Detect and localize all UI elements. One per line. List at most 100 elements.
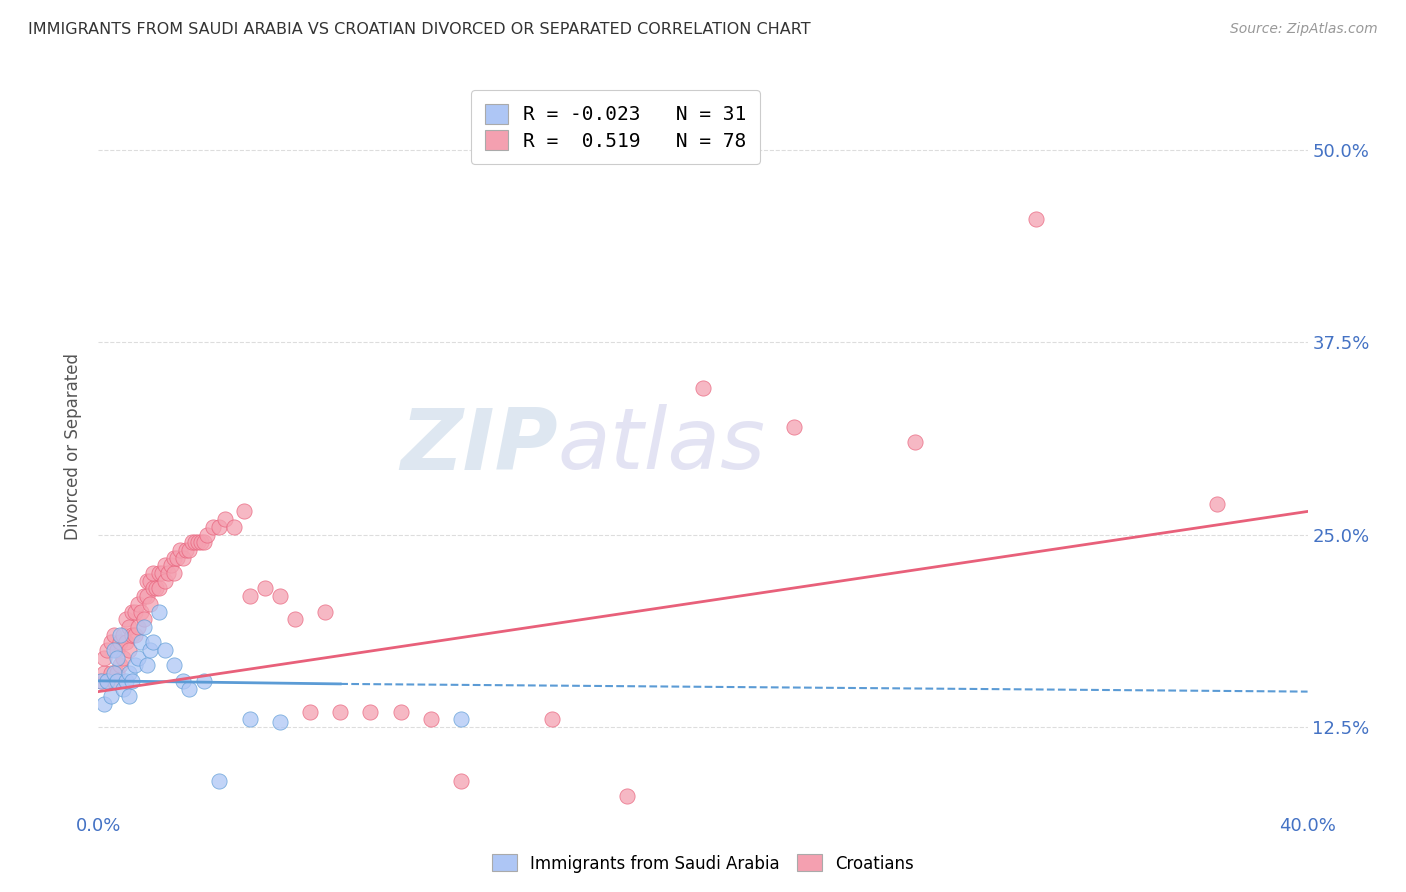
- Point: [124, 605, 146, 619]
- Point: [153, 558, 176, 573]
- Point: [96, 673, 118, 688]
- Point: [904, 435, 927, 450]
- Legend: Immigrants from Saudi Arabia, Croatians: Immigrants from Saudi Arabia, Croatians: [485, 847, 921, 880]
- Point: [139, 574, 162, 588]
- Point: [269, 589, 291, 603]
- Point: [187, 535, 209, 549]
- Point: [314, 605, 336, 619]
- Point: [166, 550, 188, 565]
- Point: [148, 566, 170, 580]
- Point: [389, 705, 412, 719]
- Point: [142, 635, 165, 649]
- Point: [105, 673, 128, 688]
- Point: [96, 643, 118, 657]
- Point: [111, 650, 134, 665]
- Point: [1024, 211, 1046, 226]
- Point: [111, 681, 134, 696]
- Text: IMMIGRANTS FROM SAUDI ARABIA VS CROATIAN DIVORCED OR SEPARATED CORRELATION CHART: IMMIGRANTS FROM SAUDI ARABIA VS CROATIAN…: [28, 22, 811, 37]
- Point: [179, 681, 201, 696]
- Point: [132, 620, 155, 634]
- Point: [118, 620, 141, 634]
- Point: [114, 612, 136, 626]
- Point: [172, 550, 194, 565]
- Point: [193, 535, 215, 549]
- Point: [208, 773, 231, 788]
- Point: [135, 658, 157, 673]
- Point: [139, 597, 162, 611]
- Point: [90, 673, 112, 688]
- Point: [253, 582, 276, 596]
- Text: Source: ZipAtlas.com: Source: ZipAtlas.com: [1230, 22, 1378, 37]
- Point: [148, 582, 170, 596]
- Point: [100, 666, 122, 681]
- Point: [118, 643, 141, 657]
- Point: [100, 635, 122, 649]
- Point: [121, 627, 143, 641]
- Point: [193, 673, 215, 688]
- Point: [224, 520, 246, 534]
- Point: [105, 643, 128, 657]
- Point: [150, 566, 173, 580]
- Point: [121, 605, 143, 619]
- Point: [121, 673, 143, 688]
- Point: [420, 712, 443, 726]
- Point: [108, 658, 131, 673]
- Point: [135, 589, 157, 603]
- Point: [329, 705, 352, 719]
- Point: [208, 520, 231, 534]
- Point: [129, 605, 152, 619]
- Y-axis label: Divorced or Separated: Divorced or Separated: [65, 352, 83, 540]
- Point: [93, 650, 115, 665]
- Point: [169, 543, 191, 558]
- Point: [100, 690, 122, 704]
- Point: [114, 673, 136, 688]
- Point: [202, 520, 225, 534]
- Point: [111, 627, 134, 641]
- Point: [299, 705, 322, 719]
- Point: [142, 582, 165, 596]
- Point: [129, 635, 152, 649]
- Point: [96, 673, 118, 688]
- Point: [114, 635, 136, 649]
- Point: [239, 589, 262, 603]
- Point: [135, 574, 157, 588]
- Point: [142, 566, 165, 580]
- Point: [139, 643, 162, 657]
- Point: [540, 712, 562, 726]
- Point: [132, 589, 155, 603]
- Point: [160, 558, 183, 573]
- Point: [184, 535, 207, 549]
- Point: [450, 773, 472, 788]
- Point: [105, 666, 128, 681]
- Point: [103, 643, 125, 657]
- Point: [450, 712, 472, 726]
- Point: [269, 715, 291, 730]
- Point: [284, 612, 307, 626]
- Point: [93, 666, 115, 681]
- Point: [616, 789, 638, 804]
- Point: [132, 612, 155, 626]
- Text: ZIP: ZIP: [401, 404, 558, 488]
- Point: [232, 504, 254, 518]
- Point: [103, 673, 125, 688]
- Point: [93, 697, 115, 711]
- Point: [239, 712, 262, 726]
- Point: [163, 566, 186, 580]
- Point: [163, 658, 186, 673]
- Point: [692, 381, 714, 395]
- Point: [148, 605, 170, 619]
- Point: [90, 673, 112, 688]
- Point: [360, 705, 382, 719]
- Point: [118, 666, 141, 681]
- Point: [153, 643, 176, 657]
- Legend: R = -0.023   N = 31, R =  0.519   N = 78: R = -0.023 N = 31, R = 0.519 N = 78: [471, 90, 761, 164]
- Point: [179, 543, 201, 558]
- Point: [172, 673, 194, 688]
- Point: [174, 543, 197, 558]
- Point: [181, 535, 204, 549]
- Point: [103, 627, 125, 641]
- Point: [118, 690, 141, 704]
- Point: [108, 635, 131, 649]
- Point: [214, 512, 236, 526]
- Point: [156, 566, 179, 580]
